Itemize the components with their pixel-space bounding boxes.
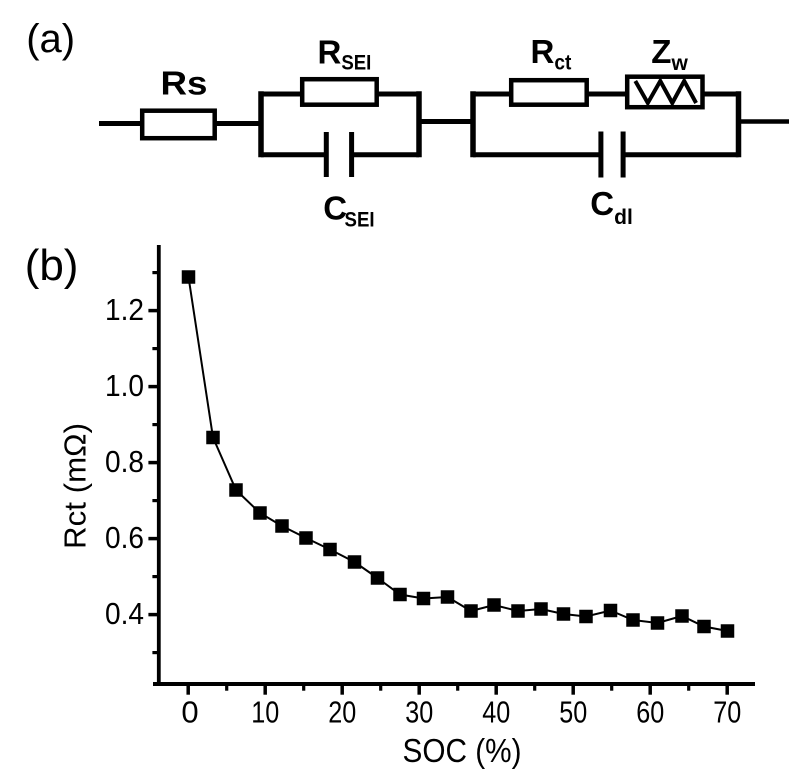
svg-text:20: 20 [328, 695, 356, 730]
svg-text:SOC (%): SOC (%) [403, 732, 522, 769]
svg-text:0.8: 0.8 [105, 444, 144, 479]
svg-text:70: 70 [713, 695, 741, 730]
svg-text:0: 0 [181, 695, 198, 730]
svg-text:Rct (mΩ): Rct (mΩ) [58, 423, 93, 549]
svg-text:0.6: 0.6 [105, 520, 144, 555]
svg-text:30: 30 [405, 695, 433, 730]
svg-text:Rs: Rs [161, 65, 208, 102]
svg-text:0.4: 0.4 [105, 596, 144, 631]
svg-text:(b): (b) [25, 241, 79, 290]
svg-text:1.2: 1.2 [105, 292, 144, 327]
svg-text:Rct: Rct [531, 33, 572, 75]
svg-text:(a): (a) [26, 17, 75, 61]
svg-text:10: 10 [251, 695, 279, 730]
svg-text:60: 60 [636, 695, 664, 730]
svg-text:50: 50 [559, 695, 587, 730]
svg-text:40: 40 [482, 695, 510, 730]
svg-text:1.0: 1.0 [105, 368, 144, 403]
